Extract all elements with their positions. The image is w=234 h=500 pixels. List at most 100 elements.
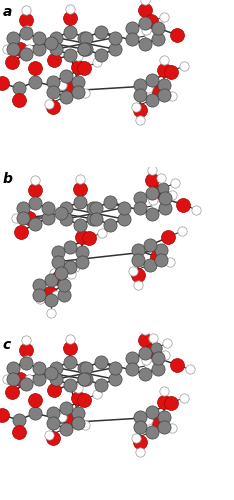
Point	[51, 434, 55, 442]
Point	[56, 258, 60, 266]
Point	[150, 210, 154, 218]
Point	[64, 93, 67, 101]
Point	[59, 270, 63, 278]
Point	[148, 242, 152, 250]
Point	[163, 204, 166, 212]
Point	[156, 364, 160, 372]
Point	[138, 422, 142, 430]
Point	[51, 103, 55, 111]
Point	[83, 45, 86, 53]
Point	[113, 364, 117, 372]
Point	[82, 64, 86, 72]
Point	[10, 388, 14, 396]
Point	[113, 45, 117, 53]
Point	[60, 413, 63, 421]
Point	[24, 6, 28, 14]
Point	[54, 34, 58, 42]
Point	[64, 404, 67, 412]
Point	[150, 176, 154, 184]
Point	[113, 34, 117, 42]
Point	[84, 34, 88, 42]
Point	[100, 228, 104, 236]
Point	[143, 19, 147, 27]
Point	[64, 204, 68, 212]
Point	[162, 56, 166, 64]
Point	[24, 16, 28, 24]
Point	[78, 176, 81, 184]
Point	[80, 232, 84, 240]
Point	[37, 364, 40, 372]
Point	[134, 434, 138, 442]
Point	[162, 66, 166, 74]
Point	[150, 76, 154, 84]
Point	[27, 214, 31, 222]
Point	[68, 242, 72, 250]
Point	[70, 416, 74, 424]
Point	[46, 204, 49, 212]
Point	[59, 210, 63, 218]
Point	[60, 81, 63, 89]
Point	[73, 262, 77, 270]
Point	[108, 198, 112, 206]
Point	[52, 270, 56, 278]
Point	[50, 40, 53, 48]
Point	[68, 344, 72, 352]
Point	[138, 116, 142, 124]
Text: c: c	[2, 338, 11, 352]
Point	[94, 215, 98, 223]
Point	[91, 204, 95, 212]
Point	[14, 214, 18, 222]
Point	[146, 84, 150, 92]
Point	[154, 201, 158, 209]
Point	[122, 204, 126, 212]
Point	[50, 296, 53, 304]
Point	[99, 51, 102, 59]
Point	[54, 45, 58, 53]
Point	[33, 410, 37, 418]
Point	[37, 281, 41, 289]
Point	[80, 258, 84, 266]
Point	[24, 346, 28, 354]
Point	[138, 91, 142, 99]
Point	[11, 374, 15, 382]
Point	[163, 194, 166, 202]
Point	[87, 234, 91, 242]
Point	[25, 356, 29, 364]
Point	[56, 248, 60, 256]
Point	[68, 5, 72, 13]
Point	[11, 364, 15, 372]
Point	[64, 215, 68, 223]
Point	[82, 396, 86, 404]
Point	[157, 420, 161, 428]
Point	[50, 310, 53, 318]
Point	[168, 258, 172, 266]
Point	[51, 88, 55, 96]
Point	[83, 89, 87, 97]
Point	[148, 260, 152, 268]
Point	[51, 78, 55, 86]
Point	[37, 291, 41, 299]
Point	[78, 220, 81, 228]
Point	[24, 29, 28, 37]
Point	[94, 204, 98, 212]
Point	[68, 14, 72, 22]
Point	[54, 291, 58, 299]
Point	[150, 428, 154, 436]
Point	[56, 272, 60, 280]
Point	[19, 228, 23, 236]
Point	[150, 408, 154, 416]
Point	[52, 56, 56, 64]
Point	[156, 34, 160, 42]
Point	[165, 339, 169, 347]
Point	[33, 78, 37, 86]
Point	[37, 374, 40, 382]
Point	[150, 96, 154, 104]
Point	[27, 374, 31, 382]
Point	[21, 204, 25, 212]
Point	[173, 179, 177, 187]
Point	[188, 366, 192, 374]
Point	[170, 424, 174, 432]
Point	[24, 50, 28, 58]
Point	[18, 44, 22, 52]
Point	[11, 44, 15, 52]
